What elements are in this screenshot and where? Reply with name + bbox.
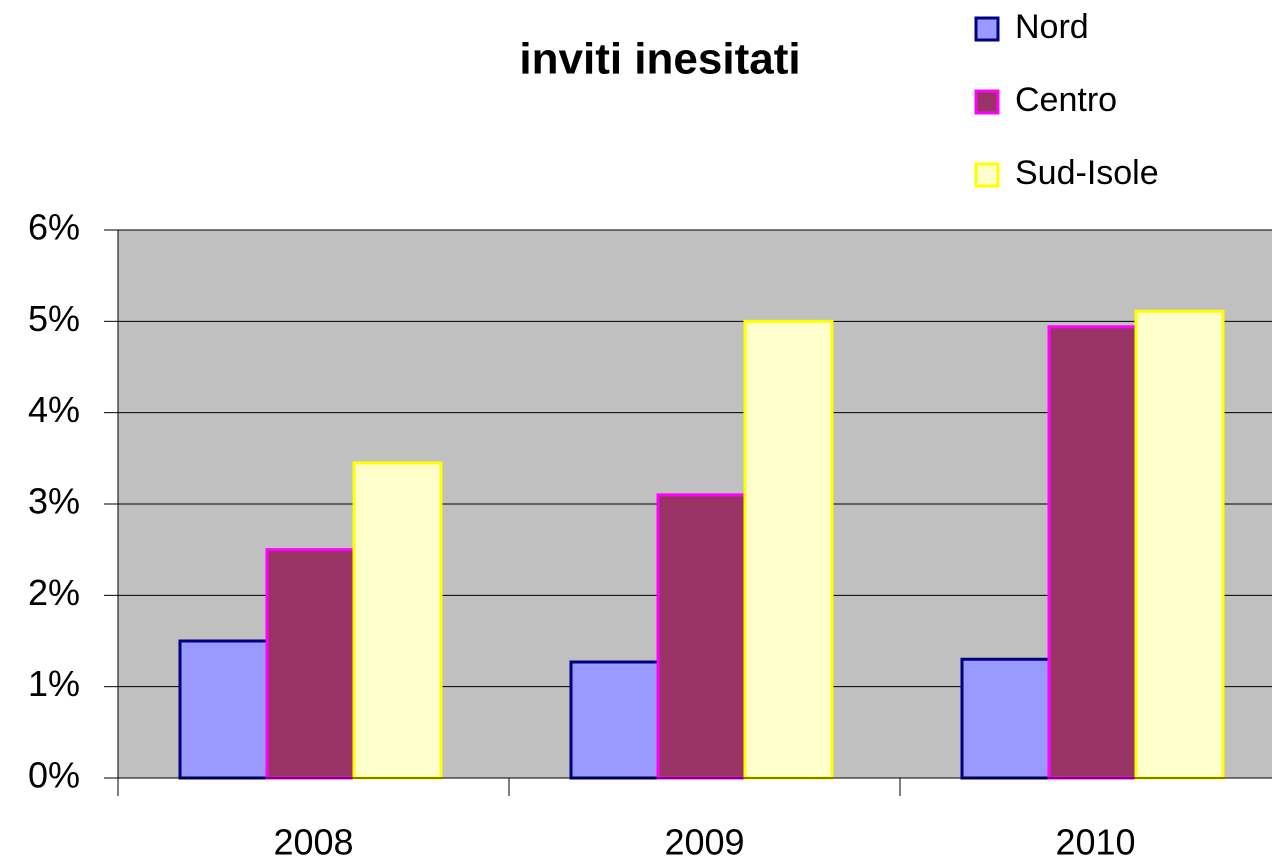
legend-label: Centro	[1015, 81, 1117, 119]
bar	[569, 660, 660, 780]
bar	[960, 657, 1051, 780]
y-tick-label: 2%	[28, 572, 80, 613]
bar	[265, 548, 356, 780]
legend-label: Sud-Isole	[1015, 154, 1159, 192]
chart-title: inviti inesitati	[519, 35, 800, 84]
y-tick-label: 0%	[28, 755, 80, 796]
y-tick-label: 6%	[28, 207, 80, 248]
bar	[1047, 325, 1138, 780]
x-tick-label: 2009	[664, 822, 744, 863]
legend-swatch	[974, 16, 1000, 42]
bar	[178, 639, 269, 780]
y-tick-label: 1%	[28, 663, 80, 704]
y-tick-label: 5%	[28, 298, 80, 339]
y-tick-label: 4%	[28, 389, 80, 430]
legend-swatch	[974, 89, 1000, 115]
y-tick-label: 3%	[28, 481, 80, 522]
bar	[656, 493, 747, 780]
bar	[743, 319, 834, 780]
bar	[352, 461, 443, 780]
legend-label: Nord	[1015, 8, 1089, 46]
x-tick-label: 2010	[1055, 822, 1135, 863]
bar	[1134, 309, 1225, 780]
legend-swatch	[974, 162, 1000, 188]
x-tick-label: 2008	[273, 822, 353, 863]
